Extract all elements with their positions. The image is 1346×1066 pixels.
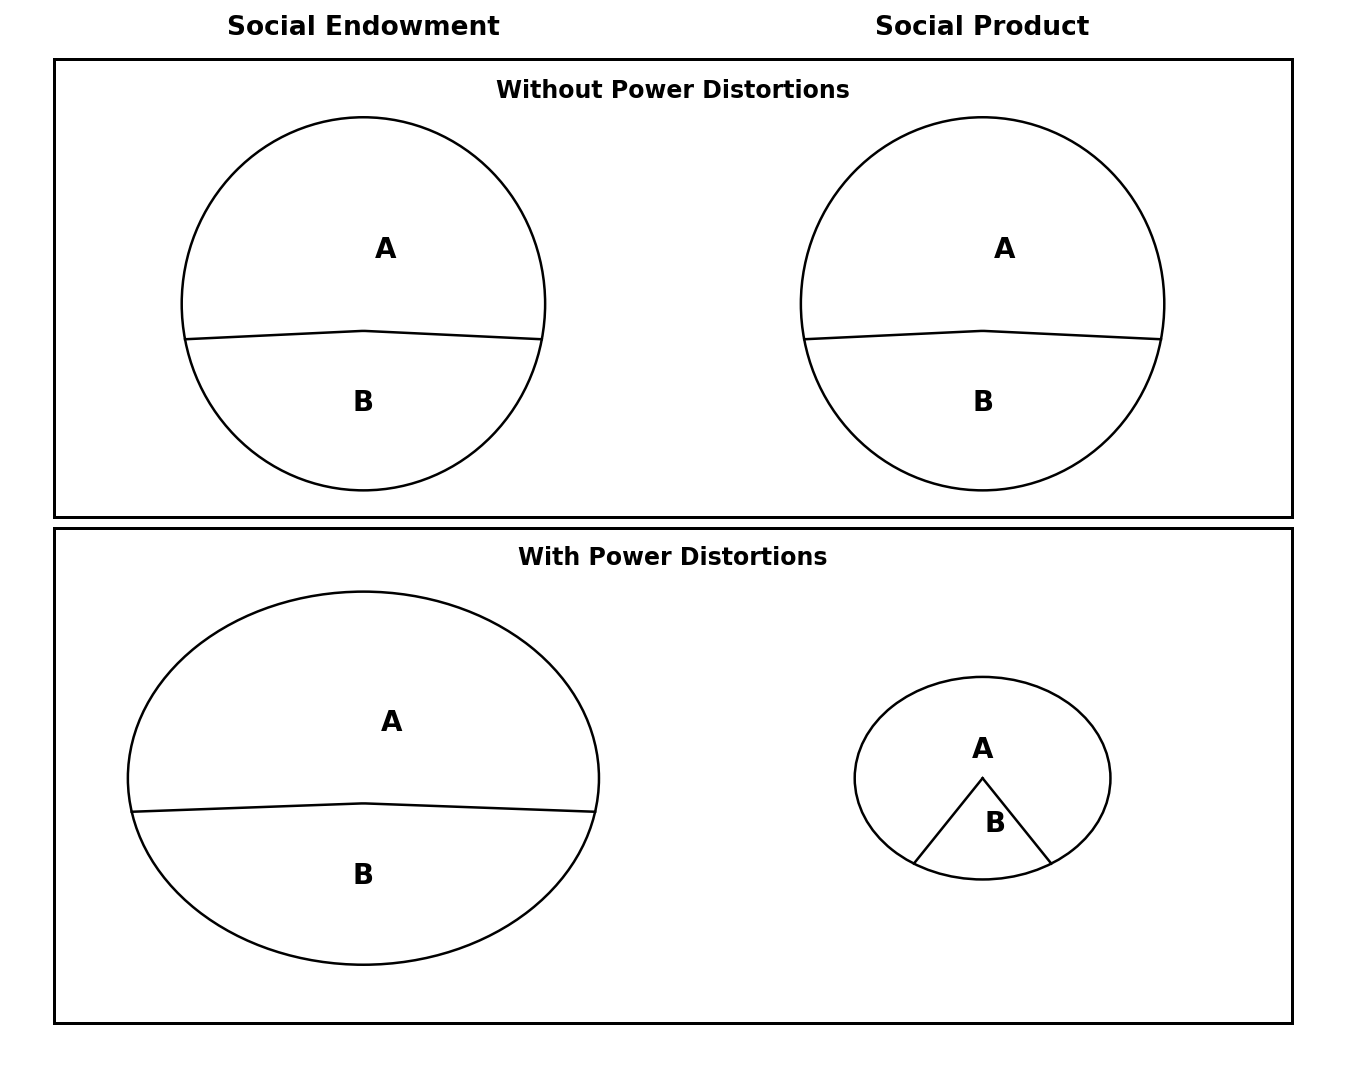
- Text: Social Endowment: Social Endowment: [227, 15, 499, 41]
- Text: B: B: [972, 389, 993, 417]
- Text: A: A: [374, 236, 396, 263]
- Text: With Power Distortions: With Power Distortions: [518, 546, 828, 569]
- Text: B: B: [353, 389, 374, 417]
- Text: B: B: [985, 810, 1005, 838]
- Bar: [54, 528, 1292, 1023]
- Text: Social Product: Social Product: [875, 15, 1090, 41]
- Text: B: B: [353, 862, 374, 890]
- Text: A: A: [381, 709, 402, 737]
- Text: A: A: [993, 236, 1015, 263]
- Text: Without Power Distortions: Without Power Distortions: [497, 79, 849, 102]
- Text: A: A: [972, 736, 993, 764]
- Bar: [54, 59, 1292, 517]
